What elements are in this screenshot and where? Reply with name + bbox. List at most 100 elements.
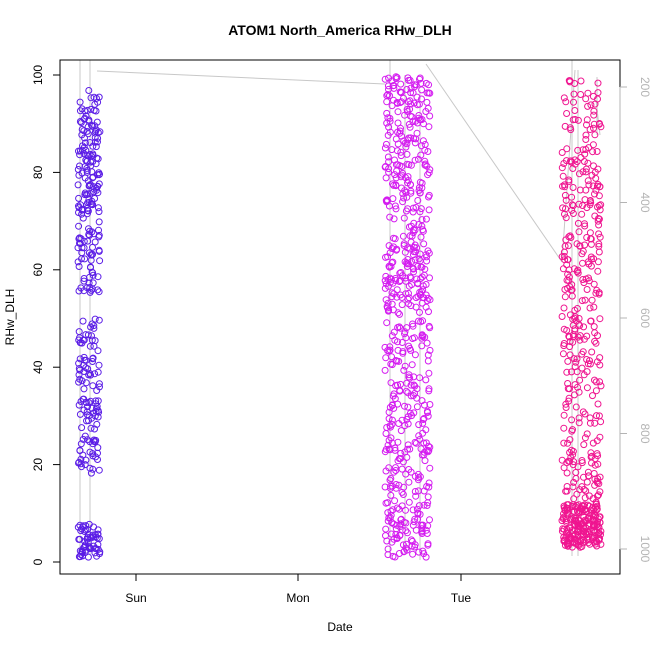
x-tick-label: Mon [286,591,309,605]
data-point [91,412,99,420]
data-point [408,412,416,420]
data-point [381,277,389,285]
data-point [417,445,425,453]
data-point [80,127,88,135]
data-point [382,532,389,540]
data-point [388,300,396,308]
data-point [409,335,417,342]
data-point [559,204,567,212]
data-point [399,232,407,240]
data-point [418,334,426,342]
data-point [76,410,84,418]
data-point [416,250,424,258]
data-point [75,401,83,409]
data-point [420,271,428,279]
data-point [567,234,575,241]
data-point [564,256,572,264]
data-point [416,374,424,382]
data-point [88,404,96,412]
data-point [586,357,593,365]
data-point [86,464,94,472]
data-point [90,93,98,101]
data-point [581,241,589,249]
data-point [591,100,599,108]
data-point [404,420,412,428]
data-point [388,102,396,110]
data-point [411,382,419,390]
data-point [392,467,400,474]
data-point [392,182,400,190]
data-point [404,413,412,421]
data-point [590,124,597,132]
data-point [597,382,605,390]
data-point [590,255,598,263]
data-point [579,408,587,416]
data-point [398,132,405,140]
data-point [386,476,394,484]
data-point [387,491,395,499]
data-point [590,323,598,331]
data-point [426,346,434,354]
data-point [424,540,432,548]
data-point [582,186,590,194]
data-points [74,73,605,561]
data-point [403,160,411,168]
data-point [83,127,91,135]
secondary-y-axis: 200 400 600 800 1000 [619,77,650,563]
data-point [422,553,430,561]
data-point [80,406,88,414]
data-point [390,84,398,92]
data-point [397,148,405,156]
data-point [563,469,571,477]
data-point [421,146,429,154]
data-point [572,403,580,411]
data-point [568,416,576,424]
data-point [418,528,426,536]
data-point [401,362,409,370]
data-point [408,361,416,369]
data-point [573,355,581,363]
data-point [577,77,585,85]
data-point [405,282,413,290]
data-point [86,284,94,291]
data-point [75,194,83,202]
data-point [596,233,604,241]
data-point [390,390,398,398]
data-point [583,430,591,438]
data-point [94,182,102,190]
data-point [594,79,602,87]
data-point [91,238,99,246]
data-point [587,453,595,461]
data-point [84,237,92,245]
data-point [399,491,407,498]
data-point [385,464,393,472]
data-point [577,154,585,161]
data-point [93,552,101,560]
data-point [586,360,594,368]
data-point [568,193,576,201]
data-point [384,545,392,553]
data-point [79,435,87,443]
data-point [89,354,97,362]
data-point [86,342,94,350]
data-point [85,225,92,233]
data-point [558,517,566,525]
data-point [88,251,96,259]
data-point [391,235,399,243]
data-point [94,368,102,376]
data-point [95,316,103,324]
data-point [561,506,569,514]
data-point [394,108,402,116]
data-point [76,151,84,159]
data-point [88,197,96,205]
data-point [594,181,602,188]
data-point [405,342,413,350]
data-point [575,200,583,208]
data-point [420,415,428,422]
data-point [582,136,590,143]
data-point [423,502,431,509]
data-point [558,313,566,320]
data-point [398,171,406,179]
data-point [412,303,420,311]
data-point [584,177,592,185]
